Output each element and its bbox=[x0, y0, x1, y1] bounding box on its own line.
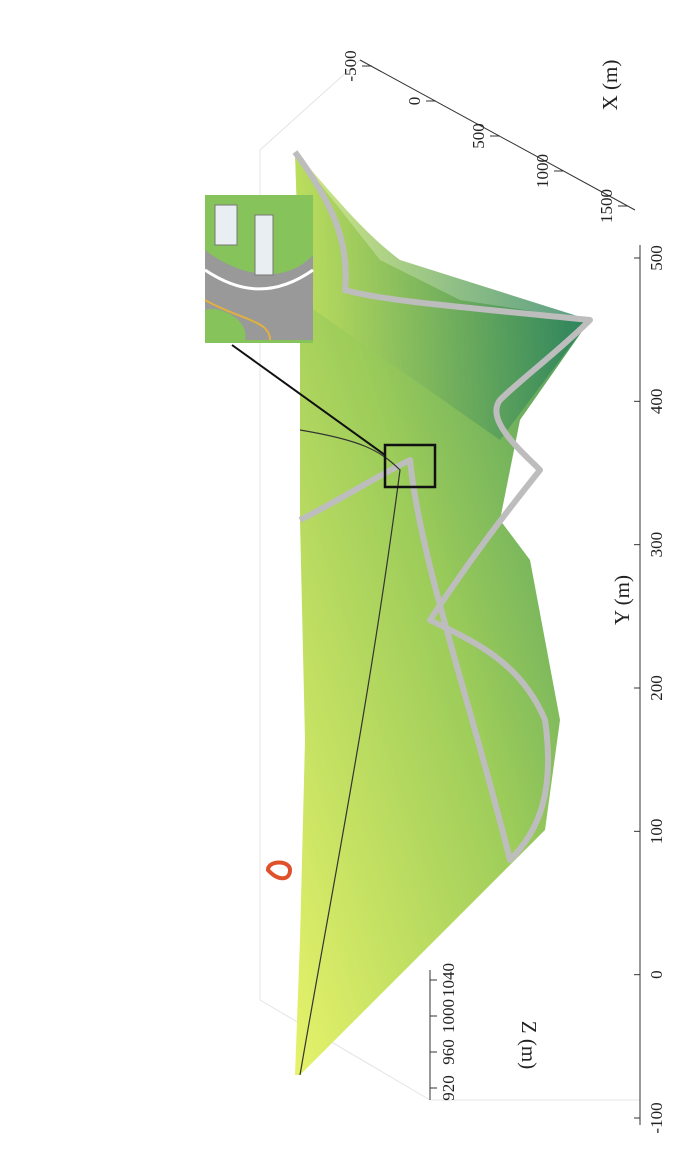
y-tick-label: 0 bbox=[647, 970, 666, 979]
y-tick-label: 400 bbox=[647, 389, 666, 415]
inset bbox=[204, 195, 314, 343]
y-tick-label: 500 bbox=[647, 245, 666, 271]
start-marker bbox=[265, 860, 293, 881]
x-tick-label: 1500 bbox=[597, 189, 616, 223]
y-tick-label: 200 bbox=[647, 675, 666, 701]
z-axis-label: Z (m) bbox=[517, 1021, 541, 1069]
z-tick-label: 1040 bbox=[439, 963, 458, 997]
x-axis-label: X (m) bbox=[598, 60, 622, 111]
x-tick-label: 0 bbox=[405, 97, 424, 106]
surface bbox=[292, 150, 593, 1076]
x-tick-label: -500 bbox=[341, 50, 360, 81]
zoom-line bbox=[231, 344, 386, 456]
z-tick-label: 920 bbox=[439, 1075, 458, 1101]
y-tick-label: 300 bbox=[647, 532, 666, 558]
x-tick-label: 500 bbox=[469, 123, 488, 149]
x-tick-label: 1000 bbox=[533, 154, 552, 188]
z-tick-label: 960 bbox=[439, 1039, 458, 1065]
y-tick-label: 100 bbox=[647, 819, 666, 845]
x-axis bbox=[359, 59, 636, 211]
z-tick-label: 1000 bbox=[439, 999, 458, 1033]
y-axis-label: Y (m) bbox=[610, 575, 634, 625]
y-tick-label: -100 bbox=[647, 1102, 666, 1133]
zoom-box bbox=[383, 443, 437, 489]
